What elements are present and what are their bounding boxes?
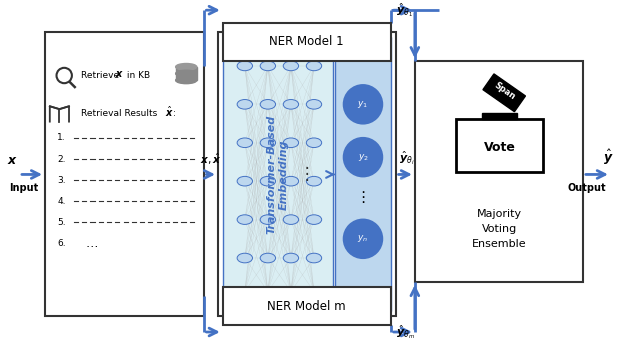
Ellipse shape (260, 215, 276, 224)
Text: NER Model 1: NER Model 1 (270, 35, 344, 48)
Text: :: : (173, 109, 175, 118)
Text: 3.: 3. (57, 176, 66, 185)
Ellipse shape (283, 287, 299, 297)
Text: 2.: 2. (57, 155, 66, 163)
Text: $\boldsymbol{x}$: $\boldsymbol{x}$ (7, 154, 18, 167)
Ellipse shape (306, 253, 321, 263)
FancyBboxPatch shape (456, 119, 543, 172)
Ellipse shape (283, 138, 299, 147)
Text: $\hat{\boldsymbol{y}}$: $\hat{\boldsymbol{y}}$ (603, 148, 614, 167)
Text: Transformer-Based
Embedding: Transformer-Based Embedding (266, 115, 288, 234)
Ellipse shape (237, 253, 253, 263)
Text: $\hat{\boldsymbol{y}}_{\theta_i}$: $\hat{\boldsymbol{y}}_{\theta_i}$ (399, 149, 415, 167)
Text: Majority
Voting
Ensemble: Majority Voting Ensemble (472, 209, 527, 249)
Text: $y_2$: $y_2$ (358, 152, 368, 163)
Text: 1.: 1. (57, 133, 66, 143)
Ellipse shape (175, 64, 197, 70)
Text: ⋮: ⋮ (355, 190, 371, 205)
FancyBboxPatch shape (223, 287, 391, 325)
Text: $\boldsymbol{x}, \hat{\boldsymbol{x}}$: $\boldsymbol{x}, \hat{\boldsymbol{x}}$ (200, 152, 222, 167)
Text: …: … (85, 237, 98, 250)
Text: Input: Input (9, 183, 39, 193)
Ellipse shape (306, 100, 321, 109)
Ellipse shape (306, 61, 321, 71)
Circle shape (344, 85, 382, 123)
FancyBboxPatch shape (335, 37, 391, 311)
FancyBboxPatch shape (223, 37, 333, 311)
Text: Vote: Vote (484, 141, 515, 154)
FancyBboxPatch shape (45, 32, 203, 316)
Text: Retrieval Results: Retrieval Results (80, 109, 160, 118)
Ellipse shape (237, 100, 253, 109)
Ellipse shape (306, 215, 321, 224)
Ellipse shape (283, 253, 299, 263)
Ellipse shape (237, 287, 253, 297)
Ellipse shape (260, 253, 276, 263)
Ellipse shape (237, 138, 253, 147)
Text: 4.: 4. (57, 197, 66, 206)
Text: $\hat{\boldsymbol{x}}$: $\hat{\boldsymbol{x}}$ (165, 105, 174, 119)
Ellipse shape (175, 77, 197, 84)
Text: $\hat{\boldsymbol{y}}_{\theta_m}$: $\hat{\boldsymbol{y}}_{\theta_m}$ (396, 323, 414, 341)
Circle shape (344, 138, 382, 176)
Ellipse shape (237, 176, 253, 186)
Text: $\hat{\boldsymbol{y}}_{\theta_1}$: $\hat{\boldsymbol{y}}_{\theta_1}$ (396, 1, 412, 19)
FancyBboxPatch shape (415, 61, 583, 282)
Ellipse shape (260, 61, 276, 71)
Ellipse shape (306, 287, 321, 297)
Text: $y_1$: $y_1$ (358, 99, 369, 110)
Text: $\boldsymbol{x}$: $\boldsymbol{x}$ (115, 69, 124, 79)
Text: ⋮: ⋮ (298, 165, 315, 183)
Ellipse shape (237, 215, 253, 224)
Ellipse shape (306, 176, 321, 186)
Text: CRF: CRF (353, 294, 374, 304)
FancyBboxPatch shape (223, 23, 391, 61)
Ellipse shape (283, 61, 299, 71)
Text: in KB: in KB (124, 71, 150, 80)
Ellipse shape (306, 138, 321, 147)
Ellipse shape (260, 100, 276, 109)
Text: Span: Span (492, 80, 517, 101)
Text: 5.: 5. (57, 218, 66, 227)
Ellipse shape (283, 100, 299, 109)
FancyBboxPatch shape (218, 32, 396, 316)
Ellipse shape (260, 287, 276, 297)
FancyBboxPatch shape (482, 113, 517, 119)
Ellipse shape (260, 138, 276, 147)
Ellipse shape (283, 176, 299, 186)
Text: NER Model m: NER Model m (268, 300, 346, 313)
Ellipse shape (283, 215, 299, 224)
Text: Retrieve: Retrieve (80, 71, 122, 80)
Text: $y_n$: $y_n$ (358, 233, 369, 244)
Ellipse shape (237, 61, 253, 71)
FancyBboxPatch shape (175, 67, 197, 80)
Polygon shape (483, 74, 525, 112)
Ellipse shape (260, 176, 276, 186)
Circle shape (344, 220, 382, 258)
Text: 6.: 6. (57, 239, 66, 248)
Ellipse shape (175, 70, 197, 77)
Text: Output: Output (567, 183, 606, 193)
